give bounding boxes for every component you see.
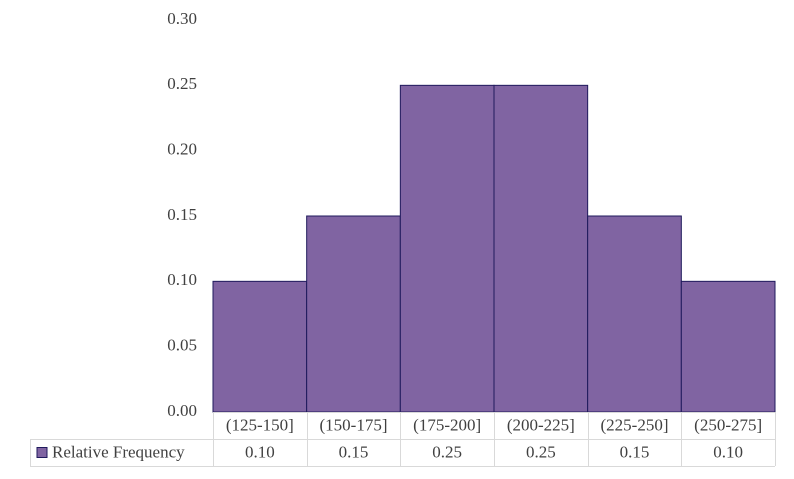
y-tick-label: 0.10 — [167, 270, 197, 289]
bar — [587, 215, 682, 413]
data-label: 0.15 — [620, 442, 650, 461]
y-tick-label: 0.20 — [167, 140, 197, 159]
legend-key — [36, 447, 48, 458]
category-label: (150-175] — [320, 415, 388, 434]
category-label: (250-275] — [694, 415, 762, 434]
y-tick-label: 0.00 — [167, 401, 197, 420]
bar — [306, 215, 401, 413]
y-axis-ticks: 0.00 0.05 0.10 0.15 0.20 0.25 0.30 — [167, 9, 197, 420]
bar — [493, 84, 589, 413]
category-label: (200-225] — [507, 415, 575, 434]
legend-label: Relative Frequency — [52, 442, 185, 461]
data-label: 0.25 — [526, 442, 556, 461]
category-label: (175-200] — [413, 415, 481, 434]
y-tick-label: 0.25 — [167, 74, 197, 93]
data-label: 0.15 — [339, 442, 369, 461]
category-label: (225-250] — [601, 415, 669, 434]
data-label: 0.10 — [245, 442, 275, 461]
category-label: (125-150] — [226, 415, 294, 434]
y-tick-label: 0.15 — [167, 205, 197, 224]
data-label: 0.10 — [713, 442, 743, 461]
y-tick-label: 0.30 — [167, 9, 197, 28]
bars — [212, 84, 776, 413]
bar — [680, 280, 776, 413]
data-table: (125-150] (150-175] (175-200] (200-225] (225… — [30, 412, 776, 467]
data-label: 0.25 — [432, 442, 462, 461]
bar — [399, 84, 495, 413]
bar — [212, 280, 308, 413]
y-tick-label: 0.05 — [167, 336, 197, 355]
